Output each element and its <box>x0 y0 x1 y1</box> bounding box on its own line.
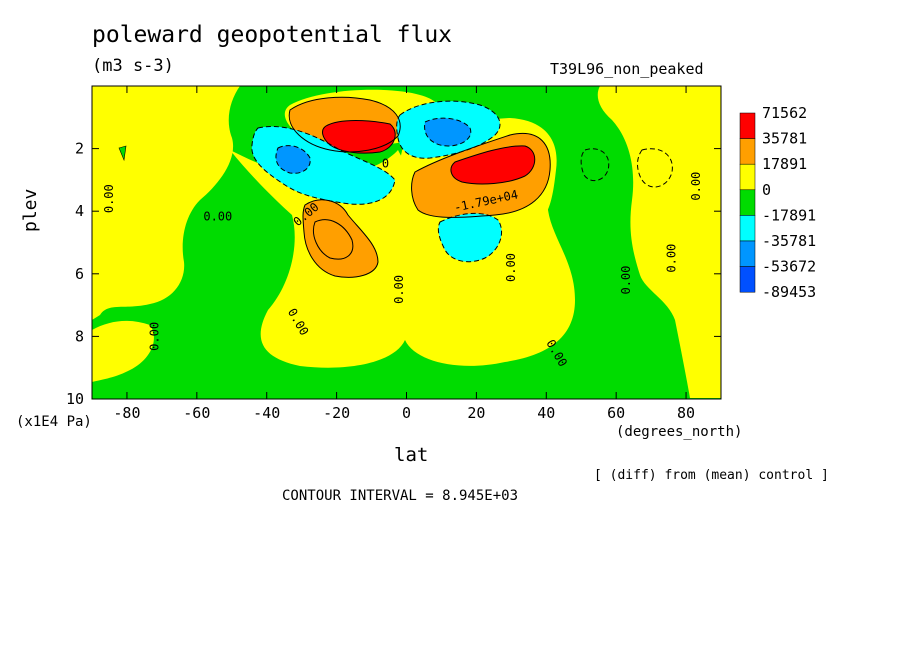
field-region-yellow <box>92 86 240 320</box>
colorbar-swatch <box>739 266 756 293</box>
field-region-green-small <box>118 145 127 162</box>
contour-label: 0.00 <box>619 266 633 295</box>
negative-contour-lines <box>251 100 673 263</box>
colorbar-label: -17891 <box>762 206 816 224</box>
colorbar-swatch <box>739 112 756 139</box>
contour-label: 0.00 <box>504 253 518 282</box>
colorbar-label: -35781 <box>762 232 816 250</box>
y-tick-label: 6 <box>75 265 84 283</box>
colorbar-label: 0 <box>762 181 771 199</box>
diff-note: [ (diff) from (mean) control ] <box>594 468 829 483</box>
y-tick-label: 2 <box>75 140 84 158</box>
chart-title: poleward geopotential flux <box>92 22 453 48</box>
field-region-blue <box>424 118 471 146</box>
x-tick-label: 0 <box>402 404 411 422</box>
contour-label: 0.00 <box>203 210 232 224</box>
contour-label: 0.00 <box>147 322 161 351</box>
chart-units: (m3 s-3) <box>92 56 174 76</box>
x-axis-units: (degrees_north) <box>616 424 743 440</box>
field-region-cyan <box>438 213 502 262</box>
field-region-yellow <box>92 320 154 382</box>
x-tick-label: 40 <box>537 404 555 422</box>
field-region-blue <box>275 145 311 174</box>
x-axis-ticks: -80 -60 -40 -20 0 20 40 60 80 <box>113 86 695 422</box>
colorbar-swatch <box>739 138 756 165</box>
colorbar-label: 35781 <box>762 130 807 148</box>
contour-label: 0.00 <box>392 275 406 304</box>
x-tick-label: 80 <box>677 404 695 422</box>
y-tick-label: 8 <box>75 327 84 345</box>
x-axis-label: lat <box>394 444 429 466</box>
contour-interval: CONTOUR INTERVAL = 8.945E+03 <box>282 488 519 504</box>
y-axis-units: (x1E4 Pa) <box>16 414 92 430</box>
field-region-yellow <box>597 86 721 398</box>
x-tick-label: -80 <box>113 404 140 422</box>
contour-label: 0.00 <box>665 244 679 273</box>
x-tick-label: 20 <box>467 404 485 422</box>
colorbar-label: 71562 <box>762 104 807 122</box>
colorbar-label: -89453 <box>762 283 816 301</box>
colorbar-swatch <box>739 215 756 242</box>
x-tick-label: -60 <box>183 404 210 422</box>
x-tick-label: 60 <box>607 404 625 422</box>
field-region-orange <box>303 199 378 278</box>
colorbar-swatch <box>739 163 756 191</box>
y-tick-label: 4 <box>75 202 84 220</box>
plot-area: 0.000.000.00 0.000.000.000.00 0.000.000.00… <box>92 86 721 399</box>
contour-label: 0.00 <box>102 184 116 213</box>
colorbar-swatch <box>739 240 756 267</box>
colorbar-label: -53672 <box>762 258 816 276</box>
x-tick-label: -40 <box>253 404 280 422</box>
field-region-red <box>322 120 396 154</box>
x-tick-label: -20 <box>323 404 350 422</box>
y-axis-ticks: 2 4 6 8 10 <box>66 140 721 408</box>
colorbar-swatch <box>739 189 756 216</box>
contour-label: 0 <box>382 156 389 170</box>
contour-lines <box>288 96 551 278</box>
colorbar-label: 17891 <box>762 155 807 173</box>
experiment-label: T39L96_non_peaked <box>550 60 704 78</box>
field-region-red <box>450 145 535 184</box>
field-speck <box>124 240 127 243</box>
colorbar: 71562 35781 17891 0 -17891 -35781 -53672 -89453 <box>739 104 816 301</box>
y-tick-label: 10 <box>66 390 84 408</box>
contour-label: 0.00 <box>689 172 703 201</box>
